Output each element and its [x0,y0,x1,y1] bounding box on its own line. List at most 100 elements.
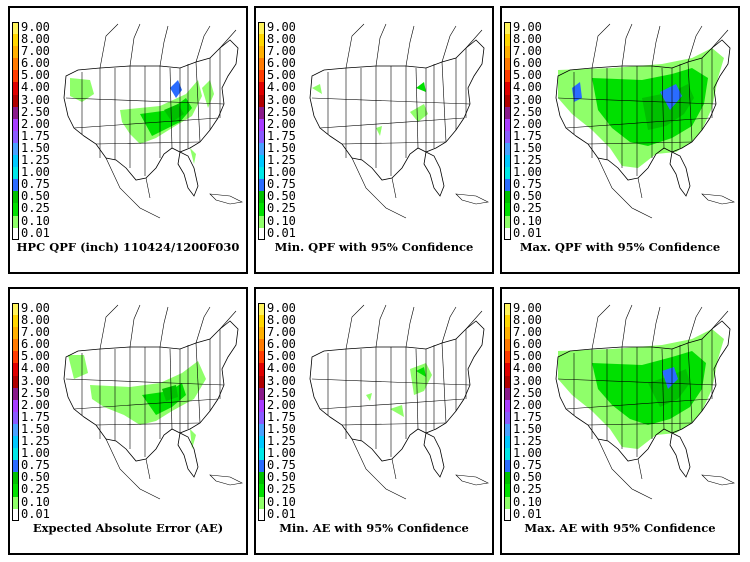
legend-swatch [12,106,19,119]
legend-label: 8.00 [21,313,50,328]
legend-swatch [12,472,19,485]
legend-label: 1.25 [21,434,50,449]
legend-swatch [12,167,19,180]
legend-row: 0.50 [12,189,62,204]
legend-row: 4.00 [258,361,308,376]
legend-swatch [12,94,19,107]
legend-label: 0.01 [513,506,542,521]
us-outline [309,39,485,181]
legend-label: 3.00 [513,373,542,388]
canada-border [465,310,483,330]
legend-swatch [258,327,265,340]
state-border [73,398,219,410]
legend-label: 0.50 [21,470,50,485]
legend-swatch [12,315,19,328]
legend-row: 1.50 [258,422,308,437]
state-border [169,67,173,149]
legend-swatch [258,508,265,521]
precip-area [68,355,88,379]
legend-swatch [504,142,511,156]
legend-border [258,22,265,240]
legend-label: 0.75 [513,458,542,473]
canada-border [621,304,633,348]
state-border [441,342,447,424]
canada-border [219,29,237,49]
legend-swatch [12,142,19,156]
legend-swatch [504,215,511,228]
legend-label: 4.00 [267,361,296,376]
legend-label: 7.00 [513,325,542,340]
legend-row: 3.00 [258,374,308,388]
cuba-outline [455,193,489,205]
legend-swatch [258,203,265,216]
legend-row: 1.50 [258,141,308,156]
legend-label: 3.00 [267,92,296,107]
panel-caption: Max. QPF with 95% Confidence [519,240,721,254]
legend-swatch [504,303,511,316]
legend-row: 2.50 [258,105,308,119]
florida-outline [669,432,691,478]
legend-swatch [12,448,19,461]
legend-swatch [12,484,19,497]
color-legend: 9.00 8.00 7.00 6.00 5.00 4.00 3.00 2.50 2.00 1.75… [504,20,554,240]
legend-swatch [504,227,511,240]
legend-label: 1.75 [267,128,296,143]
legend-row: 1.75 [258,128,308,143]
legend-swatch [504,191,511,204]
legend-swatch [504,70,511,83]
legend-row: 0.10 [504,495,554,509]
legend-label: 7.00 [267,325,296,340]
legend-row: 0.01 [12,226,62,240]
precip-area [572,82,582,102]
legend-label: 8.00 [21,32,50,47]
legend-swatch [12,70,19,83]
legend-label: 0.25 [267,482,296,497]
legend-label: 0.50 [267,189,296,204]
us-map [63,304,243,500]
legend-label: 1.00 [267,165,296,180]
legend-label: 1.25 [513,153,542,168]
legend-label: 1.00 [513,165,542,180]
legend-swatch [12,399,19,412]
legend-row: 1.00 [12,446,62,461]
panel-caption: Max. AE with 95% Confidence [524,521,716,535]
legend-label: 1.50 [513,140,542,155]
canada-border [591,304,611,350]
legend-swatch [258,315,265,328]
canada-border [687,25,703,63]
legend-label: 7.00 [21,44,50,59]
legend-row: 5.00 [504,349,554,364]
legend-label: 1.75 [513,128,542,143]
legend-label: 5.00 [513,68,542,83]
state-border [587,141,693,145]
legend-row: 0.75 [504,177,554,192]
mexico-border [351,157,407,219]
precip-area [190,429,196,449]
legend-label: 4.00 [513,361,542,376]
legend-row: 0.50 [258,470,308,485]
legend-row: 3.00 [12,93,62,107]
legend-row: 5.00 [12,349,62,364]
legend-swatch [504,363,511,376]
legend-label: 1.00 [267,446,296,461]
color-legend: 9.00 8.00 7.00 6.00 5.00 4.00 3.00 2.50 2.00 1.75… [12,20,62,240]
legend-label: 0.25 [513,201,542,216]
legend-swatch [12,351,19,364]
legend-label: 0.25 [21,201,50,216]
state-border [95,422,201,426]
florida-outline [669,151,691,197]
legend-row: 0.50 [504,189,554,204]
canada-border [375,304,387,348]
state-border [195,61,201,143]
legend-swatch [504,315,511,328]
legend-swatch [258,351,265,364]
precip-area [312,84,322,94]
legend-label: 8.00 [513,313,542,328]
legend-swatch [12,375,19,388]
legend-row: 6.00 [258,337,308,352]
legend-row: 0.01 [258,507,308,521]
legend-row: 4.00 [12,361,62,376]
legend-row: 5.00 [258,349,308,364]
legend-label: 1.00 [21,165,50,180]
canada-border [441,25,457,63]
